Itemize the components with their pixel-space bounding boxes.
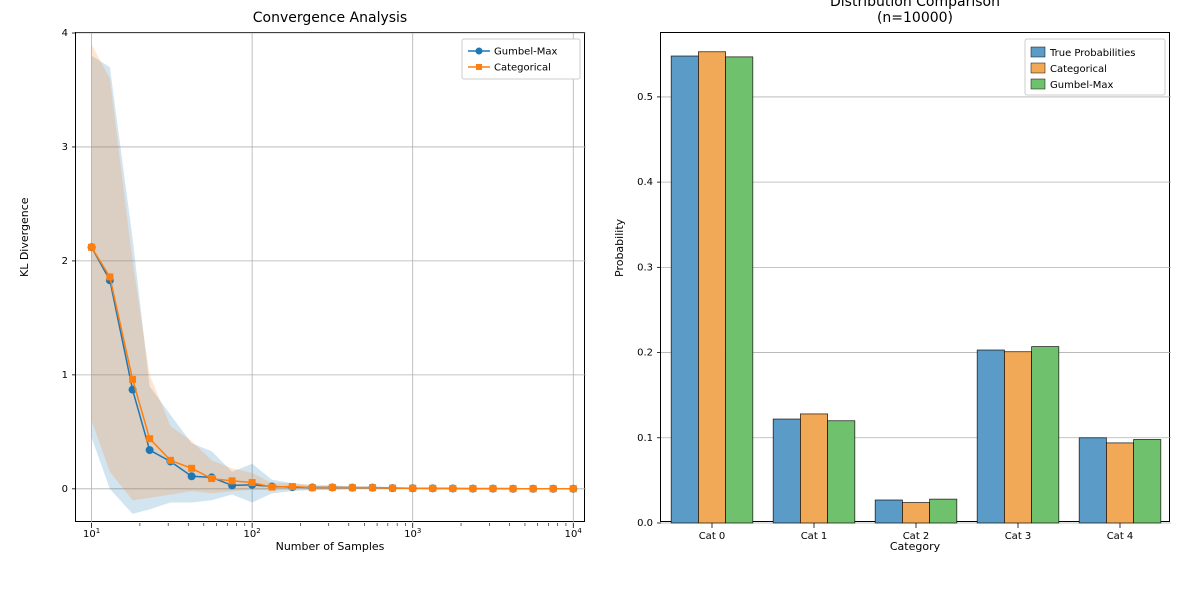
axes1-title: Convergence Analysis <box>75 10 585 26</box>
svg-text:1: 1 <box>62 370 68 381</box>
svg-text:102: 102 <box>244 527 261 540</box>
svg-text:0.2: 0.2 <box>637 348 653 359</box>
svg-text:2: 2 <box>62 256 68 267</box>
axes2-title-line2: (n=10000) <box>877 10 953 26</box>
svg-text:Gumbel-Max: Gumbel-Max <box>1050 80 1113 91</box>
svg-text:0.3: 0.3 <box>637 262 653 273</box>
svg-text:104: 104 <box>565 527 583 540</box>
svg-text:True Probabilities: True Probabilities <box>1049 48 1136 59</box>
axes1-xlabel: Number of Samples <box>75 540 585 553</box>
svg-text:0.0: 0.0 <box>637 518 653 529</box>
svg-text:0.4: 0.4 <box>637 177 653 188</box>
svg-text:4: 4 <box>62 28 68 39</box>
svg-text:3: 3 <box>62 142 68 153</box>
axes2-xlabel: Category <box>660 540 1170 553</box>
convergence-svg: 01234101102103104Gumbel-MaxCategorical <box>76 33 586 523</box>
svg-text:0: 0 <box>62 484 68 495</box>
axes2-legend: True Probabilities Categorical Gumbel-Max <box>1025 39 1165 95</box>
axes2-title-line1: Distribution Comparison <box>830 0 1000 10</box>
svg-text:Gumbel-Max: Gumbel-Max <box>494 47 557 58</box>
svg-text:Categorical: Categorical <box>1050 64 1107 75</box>
distribution-svg: 0.00.10.20.30.40.5Cat 0Cat 1Cat 2Cat 3Ca… <box>661 33 1171 523</box>
axes1-ylabel: KL Divergence <box>18 197 31 277</box>
svg-text:0.1: 0.1 <box>637 433 653 444</box>
svg-text:101: 101 <box>83 527 100 540</box>
svg-text:103: 103 <box>404 527 421 540</box>
figure: Convergence Analysis 0 1 2 3 4 101 102 103 104 Gu… <box>0 0 1189 590</box>
axes1-legend: Gumbel-Max Categorical <box>462 39 580 79</box>
axes2-title: Distribution Comparison (n=10000) <box>660 0 1170 26</box>
svg-text:0.5: 0.5 <box>637 92 653 103</box>
distribution-axes: 0.00.10.20.30.40.5Cat 0Cat 1Cat 2Cat 3Ca… <box>660 32 1170 522</box>
axes2-ylabel: Probability <box>613 219 626 277</box>
convergence-axes: 01234101102103104Gumbel-MaxCategorical <box>75 32 585 522</box>
svg-text:Categorical: Categorical <box>494 63 551 74</box>
